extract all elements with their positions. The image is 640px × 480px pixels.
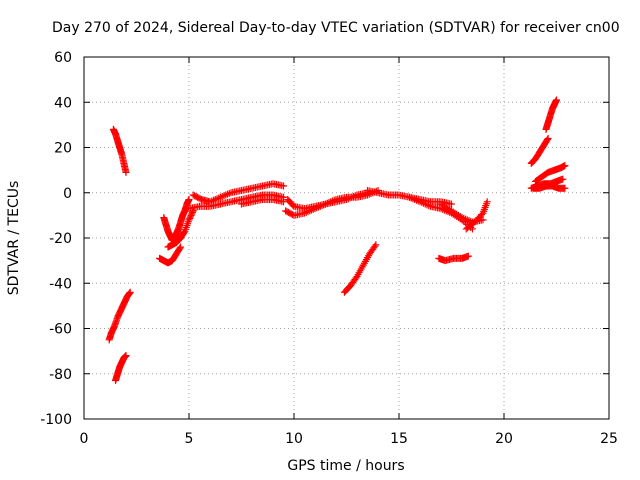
x-tick-label: 0	[80, 431, 89, 447]
data-point	[371, 242, 379, 250]
data-point	[122, 168, 130, 176]
data-series	[105, 96, 569, 385]
x-tick-label: 5	[185, 431, 194, 447]
data-point	[544, 134, 552, 142]
data-point	[126, 288, 134, 296]
y-tick-label: -40	[49, 276, 72, 292]
series-arc-12	[340, 241, 380, 296]
series-arc-16	[462, 198, 491, 233]
series-arc-2	[105, 288, 134, 344]
x-axis-label: GPS time / hours	[287, 458, 404, 474]
series-arc-19	[542, 96, 560, 133]
data-point	[177, 243, 185, 251]
y-tick-label: 0	[63, 186, 72, 202]
data-point	[186, 213, 194, 221]
x-tick-label: 10	[285, 431, 303, 447]
data-point	[280, 182, 287, 190]
data-point	[553, 96, 560, 104]
series-arc-1	[109, 125, 130, 176]
series-arc-22	[529, 182, 569, 192]
x-tick-label: 25	[600, 431, 618, 447]
data-point	[176, 244, 184, 252]
chart-title: Day 270 of 2024, Sidereal Day-to-day VTE…	[52, 20, 620, 36]
y-tick-label: 40	[54, 95, 72, 111]
data-point	[464, 252, 472, 260]
data-point	[561, 184, 569, 192]
data-point	[186, 214, 194, 222]
data-point	[372, 241, 380, 249]
y-tick-label: -80	[49, 367, 72, 383]
y-tick-label: 60	[54, 50, 72, 66]
x-tick-label: 15	[390, 431, 408, 447]
data-point	[180, 228, 188, 236]
data-point	[543, 136, 551, 144]
data-point	[280, 198, 287, 206]
x-tick-label: 20	[495, 431, 513, 447]
data-point	[561, 162, 569, 170]
plot-frame	[83, 56, 610, 420]
data-point	[188, 210, 196, 218]
series-arc-3	[112, 352, 130, 385]
axis-ticks: 0 5 10 15 20 25 60 40 20 0 -20 -40 -60 -80 -100	[40, 50, 618, 447]
y-axis-label: SDTVAR / TECUs	[6, 181, 22, 296]
series-arc-17	[435, 252, 472, 265]
grid-lines	[84, 57, 609, 419]
y-tick-label: -20	[49, 231, 72, 247]
data-point	[479, 216, 487, 224]
data-point	[187, 211, 195, 219]
data-point	[185, 216, 193, 224]
data-point	[448, 200, 455, 208]
series-arc-9	[238, 196, 287, 208]
data-point	[483, 198, 491, 206]
data-point	[122, 352, 130, 360]
data-point	[559, 175, 567, 183]
y-tick-label: -60	[49, 322, 72, 338]
series-arc-4	[156, 243, 185, 267]
series-arc-7	[189, 180, 287, 206]
data-point	[185, 196, 193, 204]
y-tick-label: 20	[54, 141, 72, 157]
y-tick-label: -100	[40, 412, 72, 428]
series-arc-18	[527, 134, 552, 167]
series-arc-21	[532, 162, 569, 185]
